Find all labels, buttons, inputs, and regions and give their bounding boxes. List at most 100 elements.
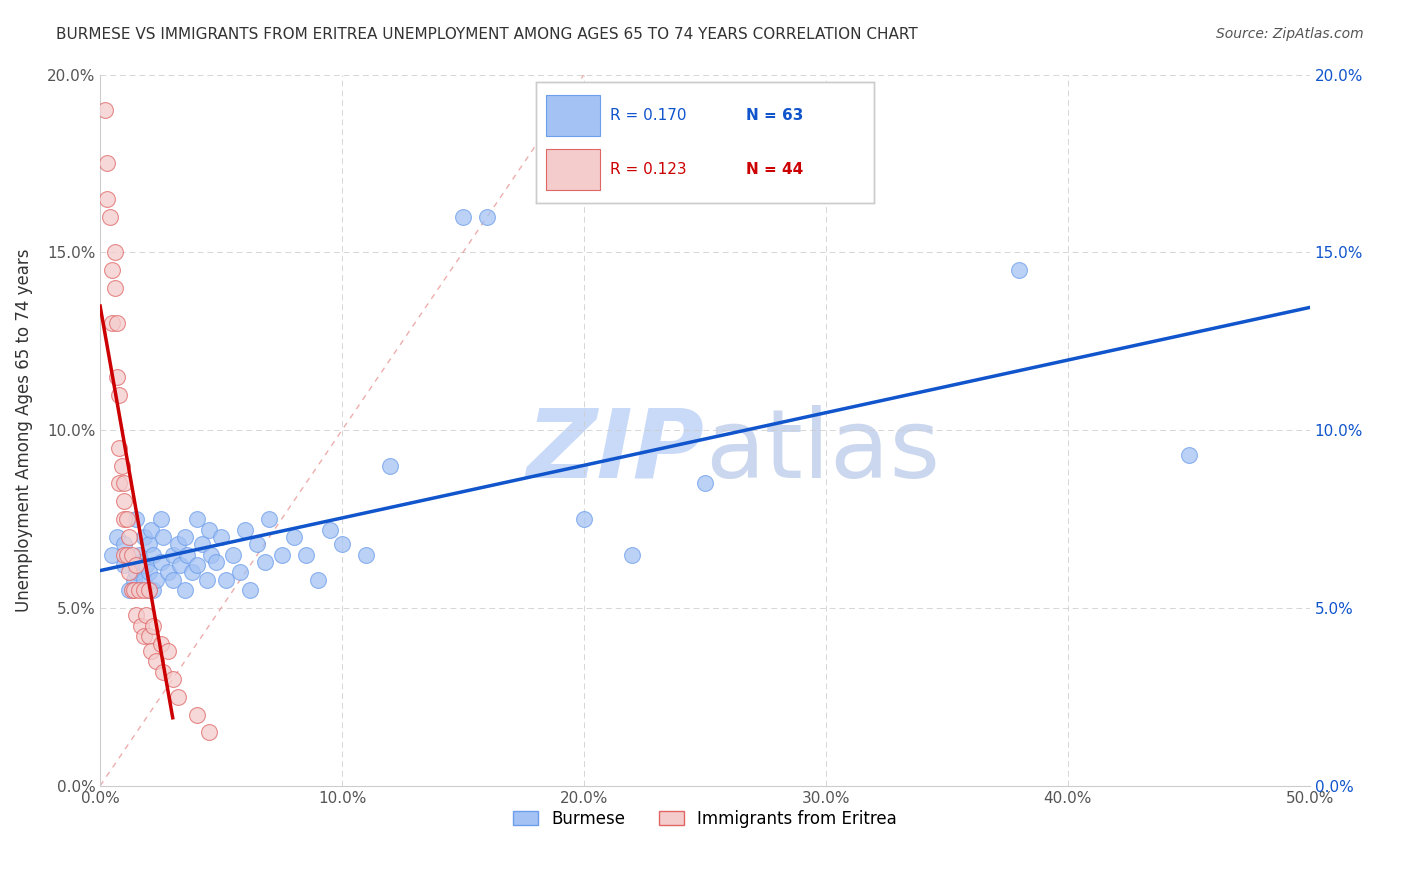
Point [128,583,150,598]
Point [152,665,174,679]
Point [294,548,316,562]
Point [132,573,155,587]
Point [121,583,143,598]
Point [115,548,138,562]
Point [121,548,143,562]
Point [138,629,160,643]
Point [475,210,498,224]
Point [166,537,188,551]
Point [156,566,179,580]
Point [173,583,195,598]
Point [233,523,256,537]
Point [129,619,152,633]
Point [621,548,644,562]
Point [205,555,228,569]
Text: atlas: atlas [704,405,941,498]
Point [138,583,160,598]
Point [138,537,160,551]
Point [112,512,135,526]
Point [132,583,155,598]
Point [125,608,148,623]
Point [222,548,245,562]
Point [125,558,148,573]
Text: ZIP: ZIP [527,405,704,498]
Point [169,558,191,573]
Point [451,210,474,224]
Point [1177,448,1199,462]
Point [152,530,174,544]
Point [112,476,135,491]
Point [142,548,165,562]
Point [149,636,172,650]
Point [181,566,204,580]
Point [307,573,329,587]
Point [259,512,281,526]
Point [246,537,269,551]
Point [118,583,141,598]
Point [112,548,135,562]
Point [115,512,138,526]
Point [229,566,252,580]
Point [101,548,124,562]
Point [118,566,141,580]
Point [112,537,135,551]
Point [215,573,238,587]
Point [156,643,179,657]
Point [96,156,118,170]
Point [190,537,212,551]
Point [142,583,165,598]
Point [104,245,127,260]
Point [105,317,128,331]
Point [101,317,124,331]
Point [239,583,262,598]
Point [572,512,595,526]
Y-axis label: Unemployment Among Ages 65 to 74 years: Unemployment Among Ages 65 to 74 years [15,248,32,612]
Point [283,530,305,544]
Point [253,555,276,569]
Point [128,548,150,562]
Text: Source: ZipAtlas.com: Source: ZipAtlas.com [1216,27,1364,41]
Point [135,608,157,623]
Point [354,548,377,562]
Point [139,643,162,657]
Point [135,558,157,573]
Point [122,573,145,587]
Point [129,555,152,569]
Point [104,281,127,295]
Point [112,494,135,508]
Point [166,690,188,704]
Point [162,672,184,686]
Point [270,548,292,562]
Point [142,619,165,633]
Point [195,573,218,587]
Point [118,530,141,544]
Point [162,573,184,587]
Point [162,548,184,562]
Point [122,583,145,598]
Point [105,369,128,384]
Point [209,530,232,544]
Point [200,548,222,562]
Point [1008,263,1031,277]
Point [173,530,195,544]
Point [108,387,131,401]
Point [96,192,118,206]
Point [145,573,167,587]
Point [186,512,208,526]
Point [111,458,134,473]
Point [112,558,135,573]
Text: BURMESE VS IMMIGRANTS FROM ERITREA UNEMPLOYMENT AMONG AGES 65 TO 74 YEARS CORREL: BURMESE VS IMMIGRANTS FROM ERITREA UNEMP… [56,27,918,42]
Point [198,523,221,537]
Point [176,548,198,562]
Point [693,476,716,491]
Point [108,476,131,491]
Point [319,523,342,537]
Point [108,441,131,455]
Point [186,558,208,573]
Point [330,537,353,551]
Point [132,530,155,544]
Legend: Burmese, Immigrants from Eritrea: Burmese, Immigrants from Eritrea [506,803,904,834]
Point [94,103,117,117]
Point [138,566,160,580]
Point [145,654,167,668]
